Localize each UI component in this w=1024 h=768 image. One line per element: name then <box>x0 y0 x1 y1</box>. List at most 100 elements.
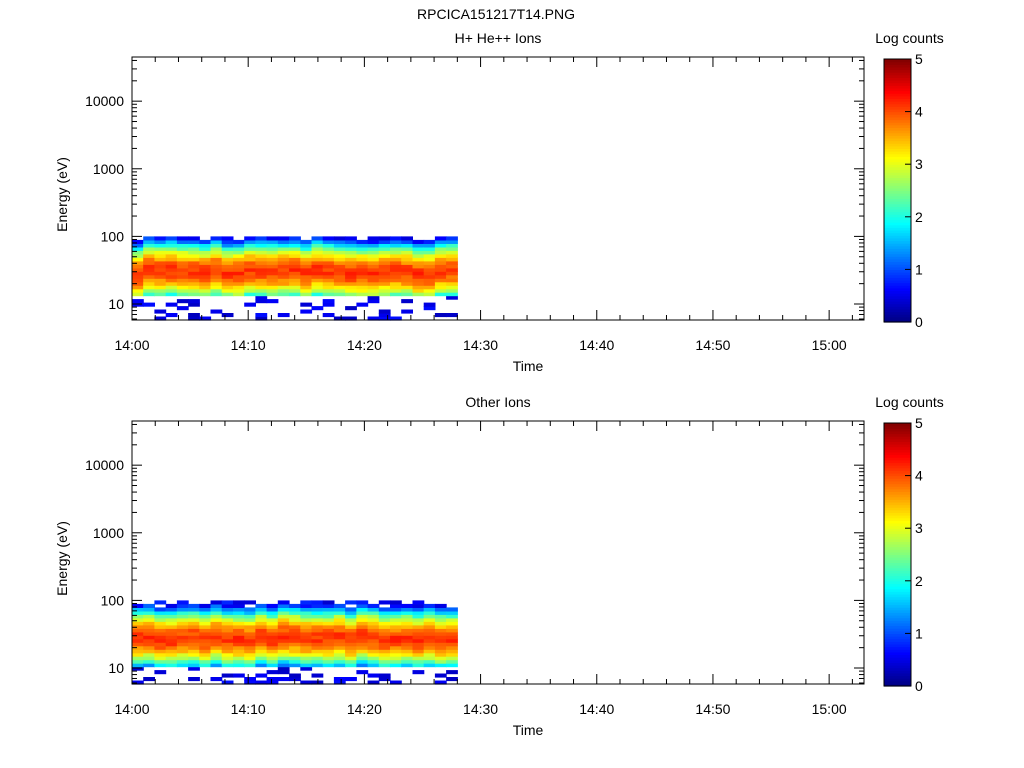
heatmap-cell <box>401 617 413 622</box>
heatmap-cell <box>423 243 436 248</box>
heatmap-cell <box>210 250 223 255</box>
heatmap-cell <box>221 257 234 262</box>
heatmap-cell <box>345 267 357 272</box>
colorbar-band <box>884 261 911 265</box>
heatmap-cell <box>322 281 335 286</box>
colorbar-band <box>884 649 911 653</box>
heatmap-cell <box>356 645 369 650</box>
y-tick-label: 100 <box>101 592 125 608</box>
heatmap-cell <box>277 313 290 318</box>
heatmap-cell <box>434 271 447 276</box>
heatmap-cell <box>333 628 346 633</box>
heatmap-cell <box>311 673 324 678</box>
colorbar-band <box>884 609 911 613</box>
heatmap-cell <box>367 246 380 251</box>
heatmap-cell <box>176 638 189 643</box>
heatmap-cell <box>322 302 335 307</box>
heatmap-cell <box>176 635 189 640</box>
colorbar-band <box>884 462 911 466</box>
colorbar-band <box>884 298 911 302</box>
heatmap-cell <box>390 271 402 276</box>
heatmap-cell <box>266 645 279 650</box>
heatmap-cell <box>300 607 313 612</box>
heatmap-cell <box>367 288 380 293</box>
heatmap-cell <box>322 621 335 626</box>
heatmap-cell <box>210 659 223 664</box>
heatmap-cell <box>188 652 200 657</box>
colorbar-band <box>884 90 911 94</box>
colorbar-band <box>884 515 911 519</box>
heatmap-cell <box>412 257 425 262</box>
heatmap-cell <box>199 607 212 612</box>
heatmap-cell <box>165 285 178 290</box>
colorbar-band <box>884 446 911 450</box>
heatmap-cell <box>154 628 167 633</box>
heatmap-cell <box>356 628 369 633</box>
heatmap-cell <box>322 299 335 304</box>
colorbar-band <box>884 266 911 270</box>
colorbar-band <box>884 258 911 263</box>
heatmap-cell <box>333 603 346 608</box>
heatmap-cell <box>311 264 324 269</box>
heatmap-cell <box>176 264 189 269</box>
heatmap-cell <box>434 246 447 251</box>
heatmap-cell <box>143 239 155 244</box>
colorbar-band <box>884 316 911 320</box>
colorbar-band <box>884 224 911 228</box>
heatmap-cell <box>356 292 369 297</box>
heatmap-cell <box>244 246 256 251</box>
heatmap-cell <box>412 659 425 664</box>
colorbar-band <box>884 614 911 619</box>
heatmap-cell <box>356 243 369 248</box>
heatmap-cell <box>378 663 391 668</box>
colorbar-band <box>884 182 911 186</box>
colorbar-band <box>884 657 911 661</box>
heatmap-cell <box>277 257 290 262</box>
heatmap-cell <box>188 624 200 629</box>
heatmap-cell <box>434 610 447 615</box>
heatmap-cell <box>378 278 391 283</box>
heatmap-cell <box>176 299 189 304</box>
heatmap-cell <box>401 278 413 283</box>
heatmap-cell <box>367 635 380 640</box>
heatmap-cell <box>446 652 458 657</box>
heatmap-cell <box>210 253 223 258</box>
heatmap-cell <box>333 642 346 647</box>
heatmap-cell <box>176 267 189 272</box>
heatmap-cell <box>132 274 144 279</box>
heatmap-cell <box>378 260 391 265</box>
heatmap-cell <box>367 663 380 668</box>
x-tick-label: 14:30 <box>463 701 498 717</box>
heatmap-cell <box>423 239 436 244</box>
heatmap-cell <box>244 278 256 283</box>
heatmap-cell <box>434 635 447 640</box>
heatmap-cell <box>446 250 458 255</box>
heatmap-cell <box>401 603 413 608</box>
heatmap-cell <box>423 603 436 608</box>
heatmap-cell <box>345 250 357 255</box>
heatmap-cell <box>210 635 223 640</box>
heatmap-cell <box>233 642 245 647</box>
x-tick-label: 14:50 <box>695 701 730 717</box>
heatmap-cell <box>333 278 346 283</box>
heatmap-cell <box>277 267 290 272</box>
heatmap-cell <box>266 663 279 668</box>
heatmap-cell <box>188 631 200 636</box>
heatmap-cell <box>300 267 313 272</box>
heatmap-cell <box>143 257 155 262</box>
colorbar-band <box>884 651 911 656</box>
heatmap-cell <box>176 607 189 612</box>
heatmap-cell <box>345 281 357 286</box>
heatmap-cell <box>233 285 245 290</box>
heatmap-cell <box>266 656 279 661</box>
heatmap-cell <box>210 642 223 647</box>
heatmap-cell <box>434 278 447 283</box>
heatmap-cell <box>143 243 155 248</box>
colorbar-band <box>884 235 911 239</box>
heatmap-cell <box>345 316 357 321</box>
heatmap-cell <box>165 292 178 297</box>
heatmap-cell <box>434 274 447 279</box>
heatmap-cell <box>390 645 402 650</box>
heatmap-cell <box>356 257 369 262</box>
heatmap-cell <box>266 628 279 633</box>
